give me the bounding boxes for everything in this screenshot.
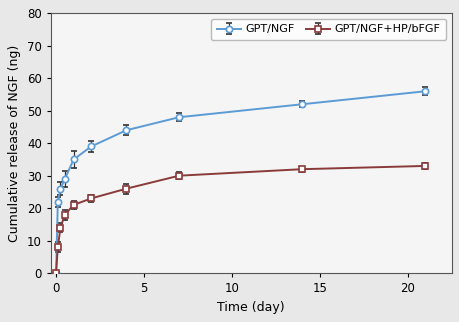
X-axis label: Time (day): Time (day)	[217, 301, 285, 314]
Y-axis label: Cumulative release of NGF (ng): Cumulative release of NGF (ng)	[8, 44, 21, 242]
Legend: GPT/NGF, GPT/NGF+HP/bFGF: GPT/NGF, GPT/NGF+HP/bFGF	[211, 19, 445, 40]
